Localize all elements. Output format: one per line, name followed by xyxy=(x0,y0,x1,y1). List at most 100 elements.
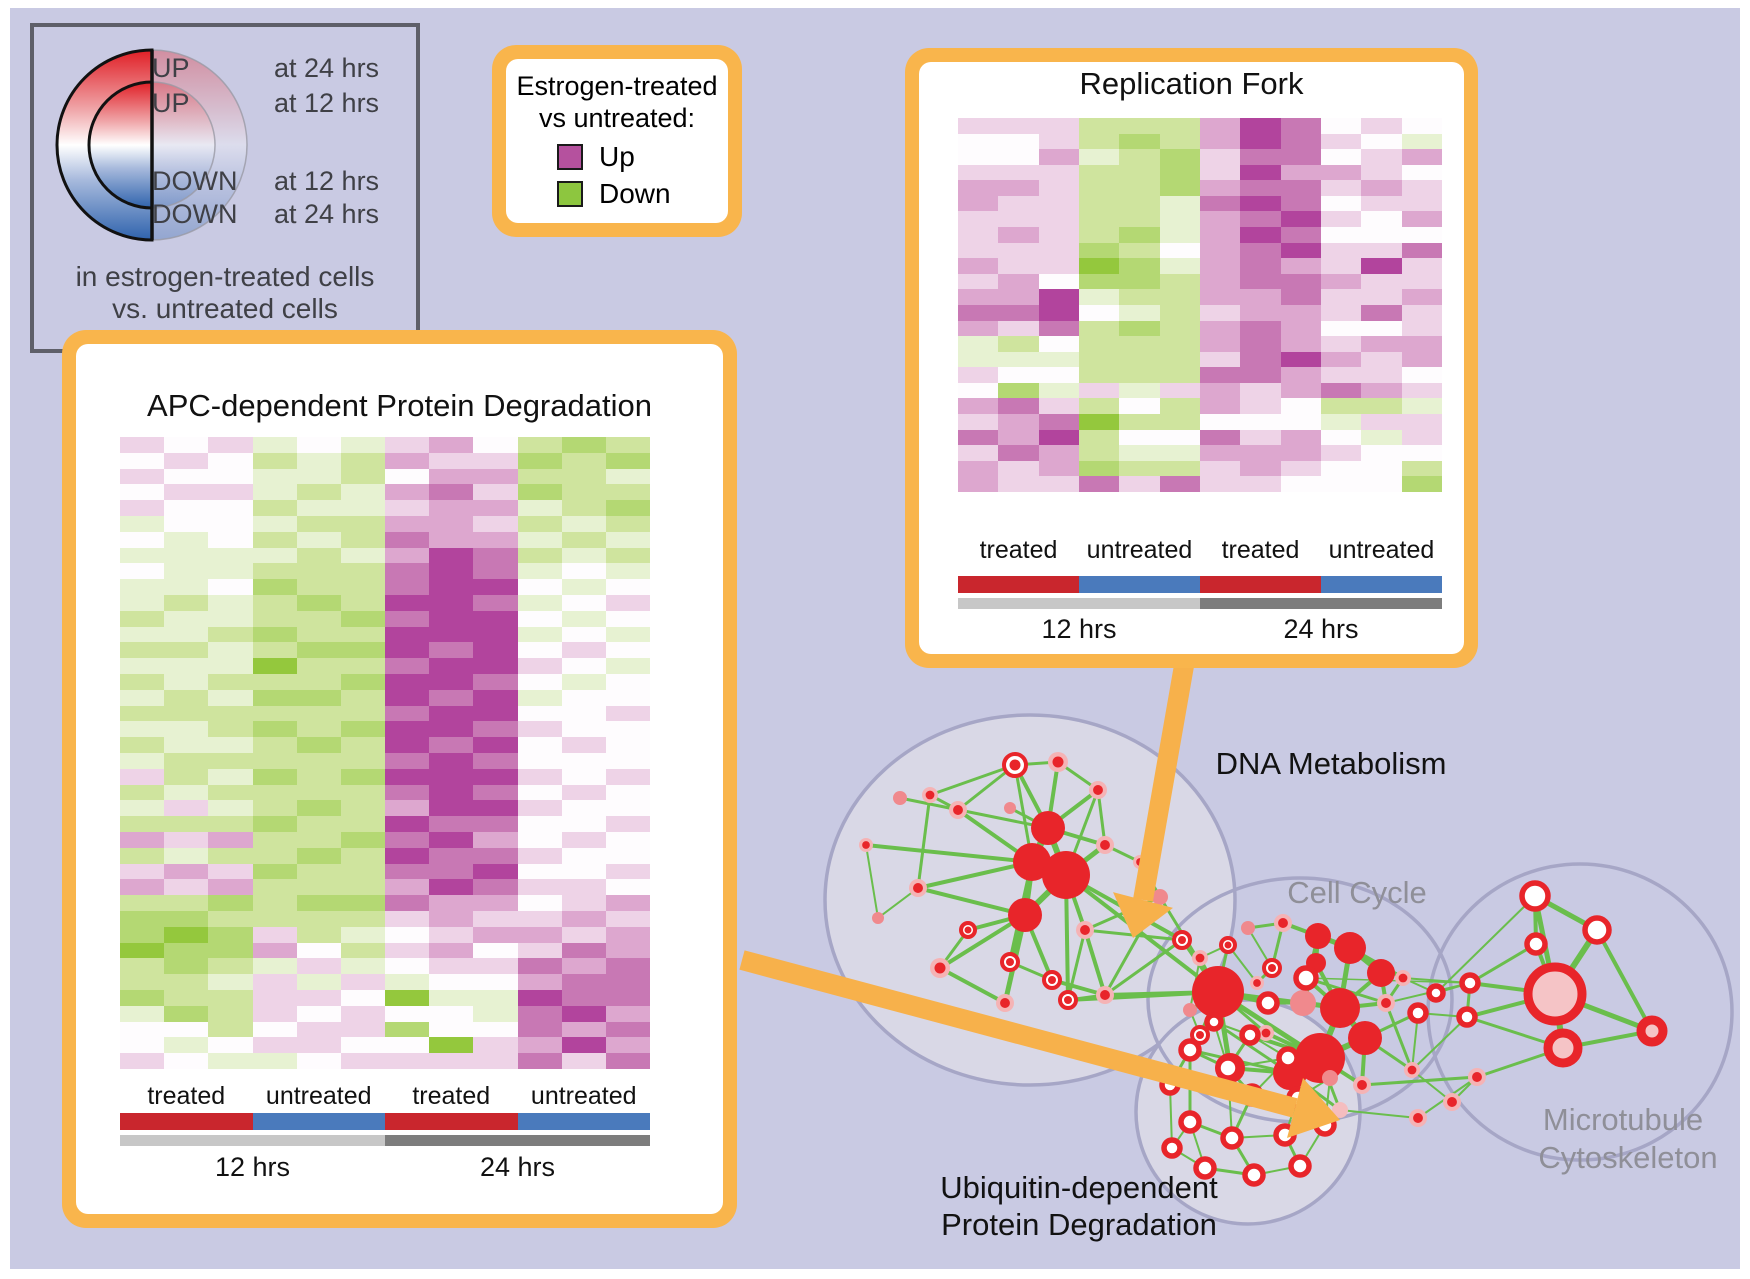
heatmap-cell xyxy=(517,642,562,659)
heatmap-cell xyxy=(385,911,430,927)
heatmap-cell xyxy=(1199,149,1241,165)
heatmap-cell xyxy=(296,1005,341,1022)
heatmap-cell xyxy=(120,784,165,801)
heatmap-cell xyxy=(1159,273,1200,290)
legend-time-24a: at 24 hrs xyxy=(274,53,380,83)
heatmap-cell xyxy=(1199,164,1241,181)
heatmap-cell xyxy=(208,595,253,611)
heatmap-cell xyxy=(340,753,385,769)
heatmap-cell xyxy=(1401,304,1442,321)
heatmap-cell xyxy=(385,626,430,643)
heatmap-cell xyxy=(429,958,474,975)
heatmap-cell xyxy=(517,847,562,864)
network-node-core xyxy=(913,883,923,893)
heatmap-cell xyxy=(296,753,341,769)
heatmap-cell xyxy=(1401,320,1442,337)
heatmap-cell xyxy=(517,437,562,453)
heatmap-cell xyxy=(1401,367,1442,383)
heatmap-cell xyxy=(1361,149,1402,165)
heatmap-cell xyxy=(340,516,385,532)
heatmap-cell xyxy=(296,468,341,485)
network-node-core xyxy=(1052,756,1064,768)
heatmap-cell xyxy=(605,800,650,817)
network-node-core xyxy=(1196,1031,1204,1039)
heatmap-cell xyxy=(120,863,165,880)
heatmap-cell xyxy=(252,547,297,564)
group-label: untreated xyxy=(1328,536,1435,564)
heatmap-cell xyxy=(1361,258,1402,274)
heatmap-cell xyxy=(998,133,1039,150)
concentric-circles-color-scale-icon xyxy=(55,48,248,242)
heatmap-cell xyxy=(1159,336,1200,352)
heatmap-cell xyxy=(164,800,209,817)
heatmap-cell xyxy=(120,674,165,690)
heatmap-cell xyxy=(208,847,253,864)
heatmap-cell xyxy=(605,847,650,864)
heatmap-cell xyxy=(473,784,518,801)
heatmap-cell xyxy=(473,1021,518,1038)
heatmap-cell xyxy=(120,737,165,753)
heatmap-cell xyxy=(385,705,430,722)
heatmap-cell xyxy=(340,468,385,485)
heatmap-cell xyxy=(340,879,385,896)
heatmap-cell xyxy=(1320,414,1362,430)
heatmap-cell xyxy=(1401,242,1442,259)
network-node xyxy=(1204,1012,1224,1032)
heatmap-cell xyxy=(429,800,474,817)
microtubule-label-line2: Cytoskeleton xyxy=(1538,1140,1718,1175)
heatmap-cell xyxy=(473,1005,518,1022)
heatmap-cell xyxy=(296,847,341,864)
heatmap-cell xyxy=(164,610,209,627)
heatmap-cell xyxy=(517,990,562,1006)
network-edge xyxy=(1469,942,1537,985)
heatmap-cell xyxy=(252,974,297,990)
heatmap-cell xyxy=(1119,304,1160,321)
heatmap-cell xyxy=(1038,211,1079,228)
heatmap-cell xyxy=(1240,273,1281,290)
apc-time-labels: 12 hrs 24 hrs xyxy=(120,1152,650,1184)
heatmap-cell xyxy=(340,737,385,753)
heatmap-cell xyxy=(120,705,165,722)
heatmap-cell xyxy=(164,784,209,801)
heatmap-cell xyxy=(517,958,562,975)
network-node xyxy=(1636,1015,1668,1047)
heatmap-cell xyxy=(561,674,606,690)
heatmap-cell xyxy=(120,1053,165,1069)
heatmap-cell xyxy=(1401,398,1442,415)
heatmap-cell xyxy=(1199,320,1241,337)
legend-item-down: Down xyxy=(557,178,677,210)
heatmap-cell xyxy=(1119,367,1160,383)
heatmap-cell xyxy=(1119,382,1160,399)
heatmap-cell xyxy=(1038,195,1079,212)
heatmap-cell xyxy=(561,705,606,722)
heatmap-cell xyxy=(958,149,999,165)
heatmap-cell xyxy=(1280,476,1321,492)
heatmap-cell xyxy=(1159,445,1200,461)
heatmap-cell xyxy=(1280,336,1321,352)
replication-fork-heatmap xyxy=(958,118,1442,492)
condition-bar xyxy=(385,1113,518,1130)
heatmap-cell xyxy=(1199,273,1241,290)
heatmap-cell xyxy=(998,227,1039,243)
connector-arrowhead-icon xyxy=(1113,892,1173,938)
heatmap-cell xyxy=(473,942,518,959)
heatmap-cell xyxy=(998,398,1039,415)
heatmap-cell xyxy=(1038,476,1079,492)
network-edge xyxy=(1339,1109,1419,1119)
heatmap-cell xyxy=(1078,445,1120,461)
heatmap-cell xyxy=(208,547,253,564)
heatmap-cell xyxy=(340,768,385,785)
heatmap-cell xyxy=(1361,382,1402,399)
heatmap-cell xyxy=(561,879,606,896)
heatmap-cell xyxy=(517,500,562,516)
heatmap-cell xyxy=(1320,289,1362,305)
group-label: untreated xyxy=(265,1082,372,1110)
heatmap-cell xyxy=(296,705,341,722)
heatmap-cell xyxy=(120,990,165,1006)
heatmap-cell xyxy=(1038,382,1079,399)
heatmap-cell xyxy=(605,1037,650,1054)
heatmap-cell xyxy=(164,626,209,643)
heatmap-cell xyxy=(473,926,518,943)
heatmap-cell xyxy=(296,800,341,817)
heatmap-cell xyxy=(1320,351,1362,368)
